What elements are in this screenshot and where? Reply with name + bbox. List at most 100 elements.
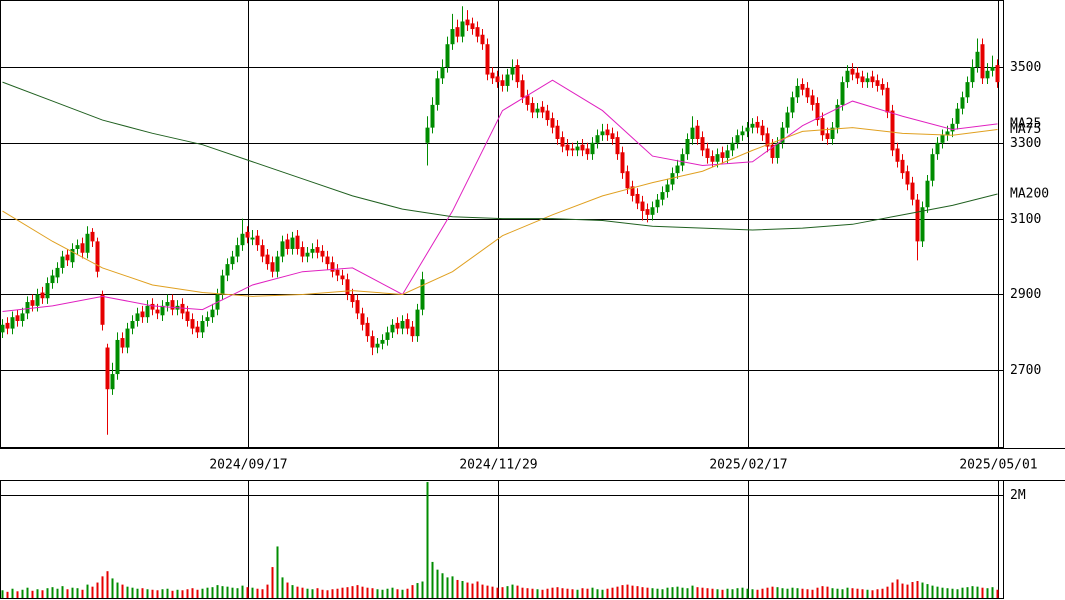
volume-bar	[801, 588, 804, 598]
candle-body	[130, 320, 135, 329]
candle-body	[235, 245, 240, 257]
candle-body	[620, 152, 625, 174]
candle-body	[80, 243, 85, 253]
volume-bar	[551, 587, 554, 598]
candle-body	[955, 108, 960, 124]
volume-bar	[131, 587, 134, 598]
candle-body	[930, 154, 935, 181]
candle-body	[935, 142, 940, 155]
volume-bar	[976, 586, 979, 598]
candle-body	[335, 269, 340, 276]
candle-body	[795, 85, 800, 98]
volume-bar	[71, 587, 74, 598]
volume-bar	[871, 590, 874, 598]
volume-bar	[536, 589, 539, 598]
volume-bar	[711, 588, 714, 598]
candle-body	[755, 121, 760, 128]
volume-bar	[186, 589, 189, 598]
candle-body	[425, 127, 430, 143]
candle-body	[40, 292, 45, 299]
candle-body	[15, 315, 20, 321]
volume-bar	[726, 588, 729, 598]
volume-bar	[741, 587, 744, 598]
volume-bar	[436, 569, 439, 598]
candle-body	[675, 165, 680, 174]
volume-bar	[576, 589, 579, 598]
volume-bar	[706, 588, 709, 598]
volume-bar	[106, 571, 109, 598]
candle-body	[775, 142, 780, 158]
y-tick-label: 3500	[1010, 60, 1041, 75]
candle-body	[910, 182, 915, 200]
volume-bar	[236, 588, 239, 598]
candle-body	[55, 267, 60, 278]
volume-bar	[686, 588, 689, 598]
volume-bar	[826, 586, 829, 598]
volume-bar	[351, 586, 354, 598]
candle-body	[820, 118, 825, 136]
volume-bar	[631, 585, 634, 598]
volume-bar	[846, 587, 849, 598]
candle-body	[10, 317, 15, 329]
volume-bar	[566, 588, 569, 598]
volume-bar	[471, 583, 474, 598]
volume-bar	[96, 582, 99, 598]
candle-body	[85, 233, 90, 253]
candle-body	[660, 192, 665, 200]
volume-bar	[916, 580, 919, 598]
y-tick-label: 3100	[1010, 212, 1041, 227]
volume-bar	[451, 576, 454, 598]
volume-bar	[6, 591, 9, 598]
candle-body	[420, 279, 425, 310]
candle-body	[865, 78, 870, 83]
volume-bar	[346, 587, 349, 598]
volume-bar	[271, 567, 274, 598]
volume-bar	[406, 588, 409, 598]
candle-body	[390, 324, 395, 333]
volume-bar	[91, 586, 94, 598]
volume-bar	[791, 587, 794, 598]
volume-bar	[546, 588, 549, 598]
candle-body	[150, 303, 155, 310]
candle-body	[400, 320, 405, 329]
candle-body	[860, 76, 865, 83]
volume-bar	[856, 588, 859, 598]
candle-body	[90, 231, 95, 242]
candle-body	[880, 84, 885, 90]
candle-body	[465, 19, 470, 26]
candle-body	[25, 302, 30, 314]
volume-bar	[231, 587, 234, 598]
candle-body	[840, 82, 845, 105]
candle-body	[665, 184, 670, 193]
candle-body	[460, 21, 465, 37]
volume-bar	[276, 546, 279, 598]
candle-body	[945, 131, 950, 136]
candle-body	[730, 142, 735, 151]
candle-body	[145, 305, 150, 318]
candle-body	[635, 193, 640, 204]
volume-bar	[141, 588, 144, 598]
candle-body	[975, 51, 980, 67]
candle-body	[735, 135, 740, 143]
candle-body	[785, 112, 790, 128]
volume-bar	[731, 589, 734, 598]
moving-average-label: MA200	[1010, 186, 1049, 201]
candle-body	[210, 309, 215, 318]
volume-bar	[56, 588, 59, 598]
volume-bar	[341, 587, 344, 598]
volume-bar	[311, 589, 314, 598]
candle-body	[360, 313, 365, 325]
volume-tick-label: 2M	[1010, 488, 1026, 503]
candle-body	[875, 80, 880, 86]
candle-body	[970, 66, 975, 83]
candle-body	[710, 156, 715, 162]
volume-bar	[581, 588, 584, 598]
volume-bar	[776, 587, 779, 598]
candle-body	[805, 87, 810, 98]
volume-bar	[326, 590, 329, 598]
candle-body	[190, 319, 195, 329]
candle-body	[770, 144, 775, 158]
volume-bar	[261, 589, 264, 598]
candle-body	[180, 303, 185, 314]
volume-bar	[646, 587, 649, 598]
